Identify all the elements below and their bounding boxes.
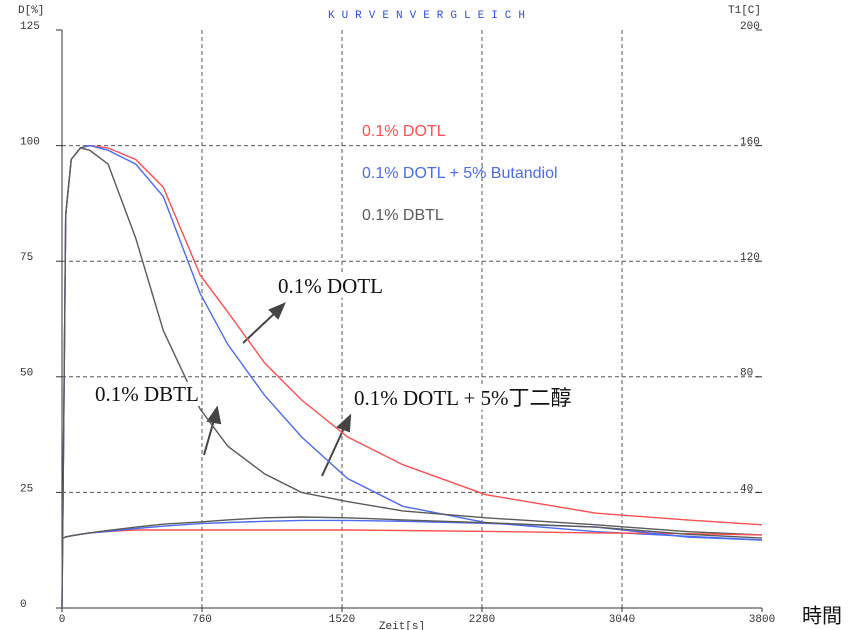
annotation: 0.1% DOTL + 5%丁二醇 xyxy=(354,386,572,410)
arrow xyxy=(242,311,277,344)
arrow-head xyxy=(336,413,352,433)
y-tick-label: 100 xyxy=(20,137,40,149)
arrow-head xyxy=(206,405,222,425)
y-axis-label: D[%] xyxy=(18,5,44,17)
annotation: 0.1% DBTL xyxy=(95,382,199,406)
annotation-background xyxy=(93,381,201,406)
y2-tick-label: 160 xyxy=(740,137,760,149)
annotation: 0.1% DOTL xyxy=(278,274,383,298)
series-line xyxy=(61,516,763,540)
x-tick-label: 3040 xyxy=(609,614,635,626)
y-tick-label: 0 xyxy=(20,599,27,611)
x-tick-label: 1520 xyxy=(329,614,355,626)
y2-axis-label: T1[C] xyxy=(728,5,761,17)
series-line xyxy=(61,147,763,609)
y2-tick-label: 80 xyxy=(740,368,753,380)
y-tick-label: 50 xyxy=(20,368,33,380)
arrow xyxy=(321,427,345,477)
y2-tick-label: 120 xyxy=(740,252,760,264)
x-tick-label: 0 xyxy=(59,614,66,626)
legend-entry: 0.1% DOTL xyxy=(362,123,446,140)
x-tick-label: 2280 xyxy=(469,614,495,626)
legend-entry: 0.1% DBTL xyxy=(362,207,444,224)
y-tick-label: 125 xyxy=(20,21,40,33)
y2-tick-label: 200 xyxy=(740,21,760,33)
x-axis-label: Zeit[s] xyxy=(379,621,425,630)
annotation-background xyxy=(352,385,574,410)
x-tick-label: 3800 xyxy=(749,614,775,626)
y-tick-label: 75 xyxy=(20,252,33,264)
x-extra-label: 時間 xyxy=(802,605,842,628)
arrows xyxy=(203,302,352,477)
y-tick-label: 25 xyxy=(20,483,33,495)
legend-entry: 0.1% DOTL + 5% Butandiol xyxy=(362,165,558,182)
annotation-background xyxy=(276,273,385,298)
chart-title: KURVENVERGLEICH xyxy=(328,10,532,22)
x-tick-label: 760 xyxy=(192,614,212,626)
y2-tick-label: 40 xyxy=(740,483,753,495)
arrow-head xyxy=(268,302,286,320)
